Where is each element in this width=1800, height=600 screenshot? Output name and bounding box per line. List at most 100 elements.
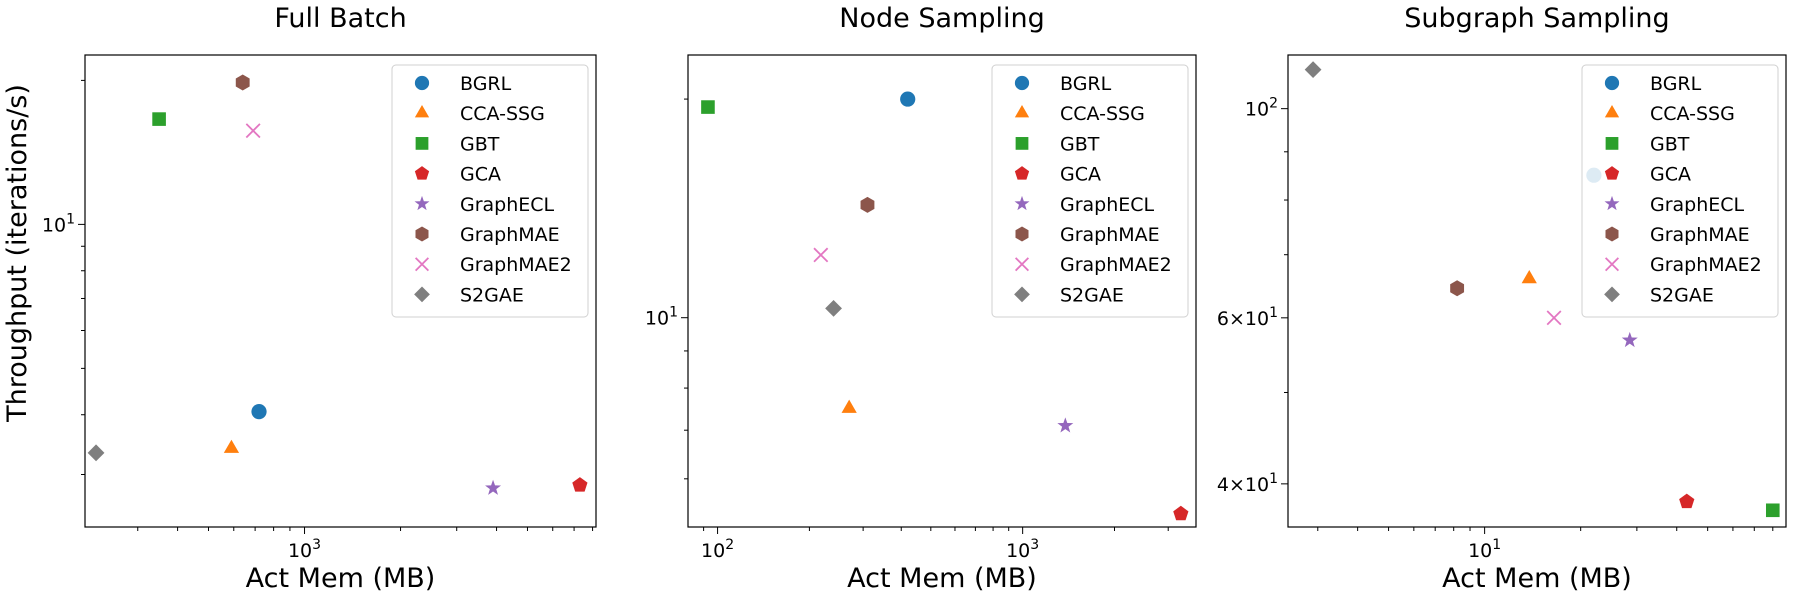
data-point-s2gae [825,299,842,317]
legend-marker-graphmae2 [1014,257,1030,272]
legend-marker-graphecl [1014,195,1030,211]
legend-marker-graphmae2 [1604,257,1620,272]
legend-marker-s2gae [1604,286,1620,303]
data-point-cca-ssg [841,399,857,413]
legend-label: GBT [460,133,500,155]
legend-label: GraphMAE2 [1060,254,1172,276]
data-point-graphecl [485,479,502,495]
legend-marker-s2gae [1014,286,1030,303]
legend-marker-gbt [1015,137,1029,150]
legend-label: GraphMAE2 [460,254,572,276]
legend-marker-bgrl [1604,75,1620,91]
panel-title: Subgraph Sampling [1404,3,1669,34]
y-tick-label: 6×101 [1217,305,1278,330]
legend-label: GraphMAE [460,224,560,246]
legend-marker-graphmae [415,226,429,242]
x-tick-label: 103 [288,537,321,562]
legend-marker-gca [414,166,430,180]
legend-label: GBT [1060,133,1100,155]
legend-label: GraphECL [1060,194,1155,216]
legend-marker-cca-ssg [414,104,430,118]
y-tick-label: 102 [1245,96,1278,121]
legend-marker-graphmae [1015,226,1029,242]
data-point-s2gae [87,444,105,462]
x-tick-label: 102 [701,537,734,562]
y-axis-label: Throughput (iterations/s) [2,84,33,423]
legend-marker-graphmae2 [414,257,430,272]
x-axis-label: Act Mem (MB) [847,563,1037,594]
data-point-gca [1173,505,1189,521]
data-point-graphmae2 [245,123,261,139]
data-point-cca-ssg [1521,270,1537,284]
data-point-graphmae2 [1546,310,1562,326]
panel-title: Node Sampling [839,3,1044,34]
legend-label: GCA [1650,164,1691,186]
data-point-gca [1679,493,1695,509]
data-point-gbt [701,100,715,114]
data-point-bgrl [251,404,267,420]
legend: BGRL CCA-SSG GBT GCA GraphECL GraphMAE GraphMA… [391,64,589,318]
data-point-graphmae [235,74,250,91]
legend-marker-graphecl [1604,195,1620,211]
legend-marker-gbt [1605,137,1619,150]
legend-marker-gca [1604,166,1620,180]
legend-label: GraphMAE [1060,224,1160,246]
legend-marker-graphecl [414,195,430,211]
legend-marker-s2gae [414,286,430,303]
legend-marker-cca-ssg [1604,104,1620,118]
legend-label: BGRL [1650,73,1702,95]
y-tick-label: 101 [645,305,678,330]
x-axis-label: Act Mem (MB) [246,563,436,594]
legend: BGRL CCA-SSG GBT GCA GraphECL GraphMAE GraphMA… [991,64,1189,318]
legend-label: GBT [1650,133,1690,155]
legend-frame [391,64,589,318]
legend-marker-graphmae [1605,226,1619,242]
chart-panel-1: Full Batch 103 101 Act Mem (MB) BGRL CCA-SSG G… [42,3,597,594]
data-point-gbt [1765,503,1780,518]
legend-frame [1581,64,1779,318]
legend-label: CCA-SSG [1650,103,1735,125]
data-point-graphmae [860,196,875,213]
chart-panel-3: Subgraph Sampling 101 4×101 6×101 102 Act Mem… [1217,3,1787,594]
legend-label: GCA [460,164,501,186]
legend-label: CCA-SSG [1060,103,1145,125]
legend-label: GraphMAE2 [1650,254,1762,276]
legend-marker-gca [1014,166,1030,180]
legend-marker-bgrl [414,75,430,91]
data-point-bgrl [900,91,916,107]
panel-title: Full Batch [274,3,406,34]
legend-label: GraphECL [1650,194,1745,216]
legend: BGRL CCA-SSG GBT GCA GraphECL GraphMAE GraphMA… [1581,64,1779,318]
legend-label: S2GAE [460,284,524,306]
chart-panel-2: Node Sampling 102 103 101 Act Mem (MB) BGRL CC… [645,3,1197,594]
data-point-graphmae [1450,280,1465,297]
y-tick-label: 4×101 [1217,471,1278,496]
legend-marker-gbt [415,137,429,150]
data-point-graphecl [1057,417,1074,433]
x-tick-label: 103 [1006,537,1039,562]
legend-label: CCA-SSG [460,103,545,125]
legend-label: GraphMAE [1650,224,1750,246]
legend-frame [991,64,1189,318]
data-point-graphmae2 [813,247,829,263]
legend-marker-cca-ssg [1014,104,1030,118]
x-tick-label: 101 [1468,537,1501,562]
y-tick-label: 101 [42,211,75,236]
data-point-s2gae [1304,61,1322,79]
legend-label: BGRL [460,73,512,95]
legend-label: GraphECL [460,194,555,216]
plot-frame [1287,54,1787,528]
legend-marker-bgrl [1014,75,1030,91]
legend-label: GCA [1060,164,1101,186]
legend-label: S2GAE [1650,284,1714,306]
data-point-gca [572,477,588,492]
data-point-gbt [152,112,166,126]
legend-label: S2GAE [1060,284,1124,306]
plot-frame [84,54,597,528]
legend-label: BGRL [1060,73,1112,95]
data-point-graphecl [1621,331,1638,348]
data-point-cca-ssg [223,439,240,453]
plot-frame [687,54,1197,528]
x-axis-label: Act Mem (MB) [1442,563,1632,594]
